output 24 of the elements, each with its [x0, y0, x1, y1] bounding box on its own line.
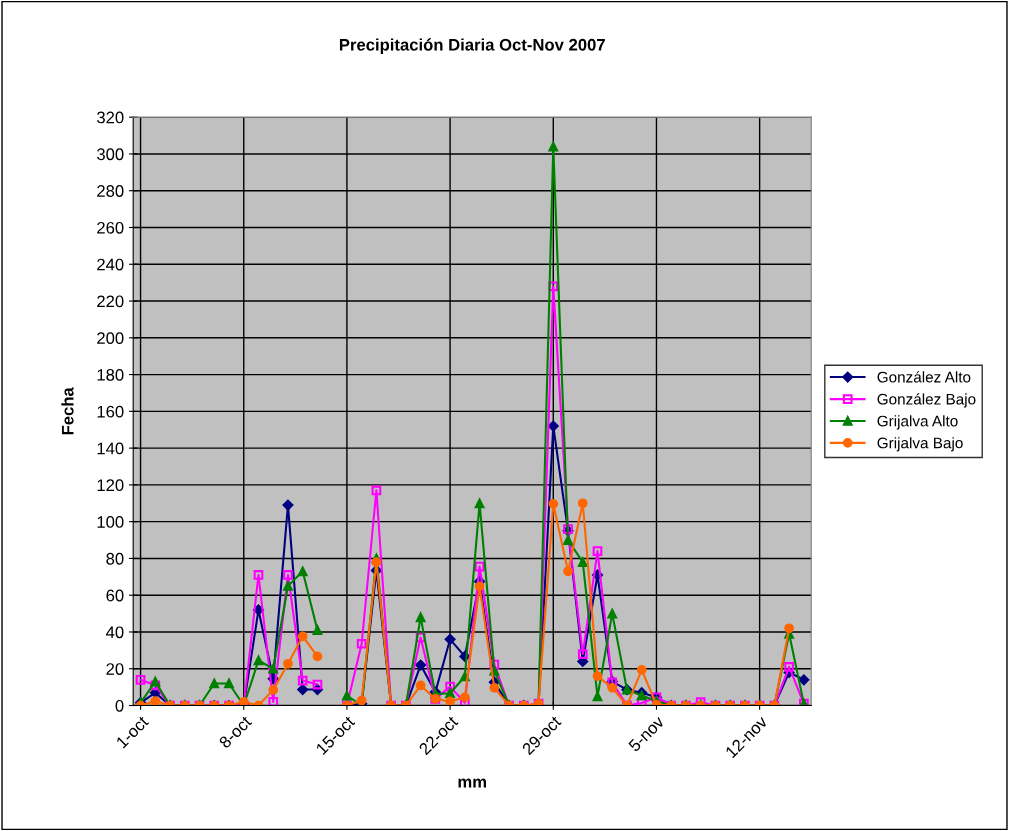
y-tick-label: 40 — [106, 626, 124, 639]
y-tick-label: 0 — [115, 699, 124, 712]
y-tick-label: 160 — [97, 405, 124, 418]
x-axis-title: mm — [458, 778, 486, 788]
y-tick-label: 280 — [97, 185, 124, 197]
y-axis-title: Fecha — [61, 387, 74, 435]
chart-title: Precipitación Diaria Oct-Nov 2007 — [339, 38, 605, 54]
legend-label: Grijalva Bajo — [877, 437, 963, 452]
y-tick-label: 180 — [97, 368, 124, 381]
legend-label: González Alto — [877, 371, 971, 383]
legend-label: González Bajo — [877, 393, 976, 408]
y-tick-label: 320 — [96, 111, 124, 124]
y-tick-label: 120 — [97, 479, 124, 492]
y-tick-label: 60 — [106, 589, 124, 602]
y-tick-label: 260 — [97, 221, 124, 234]
legend-label: Grijalva Alto — [877, 415, 958, 430]
y-tick-label: 200 — [97, 332, 124, 344]
y-tick-label: 140 — [97, 442, 124, 455]
y-tick-label: 20 — [106, 663, 124, 675]
y-tick-label: 80 — [106, 552, 124, 565]
y-tick-label: 300 — [96, 148, 124, 161]
y-tick-label: 100 — [97, 516, 124, 528]
y-tick-label: 240 — [97, 258, 124, 271]
y-tick-label: 220 — [97, 295, 124, 308]
